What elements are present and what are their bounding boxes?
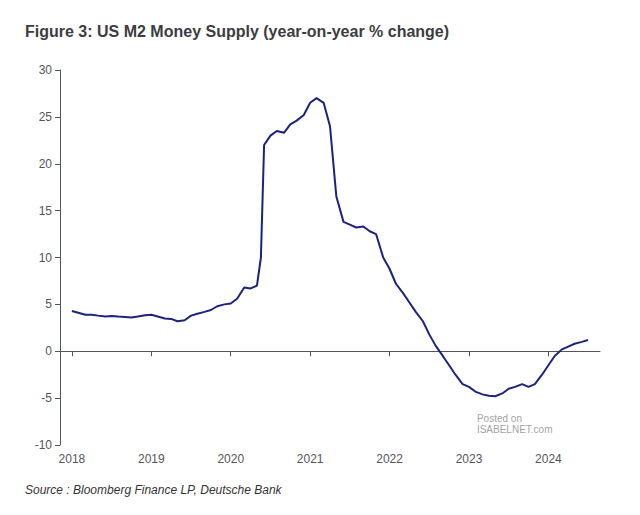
svg-text:Figure 3: US M2 Money Supply (: Figure 3: US M2 Money Supply (year-on-ye… — [25, 23, 449, 40]
svg-text:2020: 2020 — [217, 452, 244, 466]
svg-text:25: 25 — [39, 110, 53, 124]
svg-text:2024: 2024 — [535, 452, 562, 466]
svg-text:2021: 2021 — [297, 452, 324, 466]
svg-text:2018: 2018 — [59, 452, 86, 466]
svg-text:2023: 2023 — [456, 452, 483, 466]
svg-text:-10: -10 — [35, 438, 53, 452]
svg-text:5: 5 — [45, 297, 52, 311]
svg-text:2019: 2019 — [138, 452, 165, 466]
svg-text:2022: 2022 — [376, 452, 403, 466]
svg-text:Posted on: Posted on — [476, 413, 522, 425]
svg-text:-5: -5 — [41, 391, 52, 405]
svg-text:20: 20 — [39, 157, 53, 171]
svg-text:Source : Bloomberg Finance LP,: Source : Bloomberg Finance LP, Deutsche … — [25, 483, 283, 497]
svg-text:30: 30 — [39, 63, 53, 77]
svg-text:ISABELNET.com: ISABELNET.com — [477, 424, 553, 435]
svg-text:10: 10 — [39, 251, 53, 265]
svg-text:15: 15 — [39, 204, 53, 218]
svg-text:0: 0 — [45, 344, 52, 358]
